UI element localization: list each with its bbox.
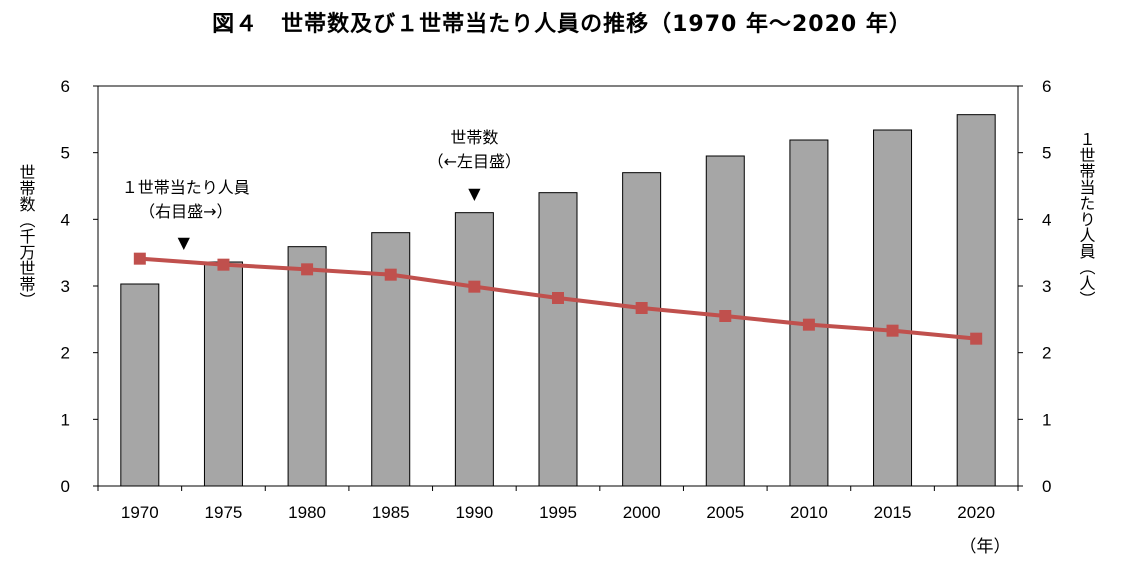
bar xyxy=(956,114,996,487)
line-point xyxy=(635,302,648,314)
x-axis-unit: （年） xyxy=(960,537,1011,556)
x-tick-label: 2020 xyxy=(957,503,995,522)
right-tick-label: 6 xyxy=(1042,77,1051,96)
right-tick-label: 5 xyxy=(1042,144,1051,163)
x-tick-label: 1995 xyxy=(539,503,577,522)
bar xyxy=(287,246,327,487)
right-tick-label: 0 xyxy=(1042,477,1051,496)
bar xyxy=(203,261,243,487)
annotation-bar-label-1: 世帯数 xyxy=(450,128,498,147)
bar xyxy=(120,283,160,487)
x-tick-label: 1980 xyxy=(288,503,326,522)
line-point xyxy=(217,258,230,271)
chart-title: 図４ 世帯数及び１世帯当たり人員の推移（1970 年～2020 年） xyxy=(212,12,912,37)
line-point xyxy=(802,318,815,331)
line-point xyxy=(886,324,899,337)
y-axis-label-left: 世帯数（千万世帯） xyxy=(17,164,36,308)
annotation-bar-marker: ▼ xyxy=(468,184,481,203)
x-tick-label: 1975 xyxy=(205,503,243,522)
line-point xyxy=(468,280,481,293)
right-tick-label: 4 xyxy=(1042,210,1051,229)
x-tick-label: 1985 xyxy=(372,503,410,522)
bar xyxy=(789,139,829,487)
left-tick-label: 4 xyxy=(61,210,70,229)
bar xyxy=(538,192,578,487)
line-point xyxy=(133,252,146,265)
bar xyxy=(622,172,662,487)
line-point xyxy=(719,310,732,322)
left-tick-label: 1 xyxy=(61,410,70,429)
annotation-line-marker: ▼ xyxy=(178,233,191,252)
annotation-bar-label-2: （←左目盛） xyxy=(428,152,521,171)
x-tick-label: 1970 xyxy=(121,503,159,522)
left-tick-label: 3 xyxy=(61,277,70,296)
x-tick-label: 2000 xyxy=(623,503,661,522)
bar xyxy=(454,212,494,487)
bar xyxy=(873,129,913,487)
x-tick-label: 2015 xyxy=(874,503,912,522)
annotation-line-label-1: １世帯当たり人員 xyxy=(122,178,250,197)
y-axis-label-right: １世帯当たり人員（人） xyxy=(1077,131,1096,307)
left-tick-label: 5 xyxy=(61,144,70,163)
line-point xyxy=(970,332,983,345)
x-tick-label: 1990 xyxy=(455,503,493,522)
x-tick-label: 2010 xyxy=(790,503,828,522)
line-point xyxy=(384,268,397,281)
line-point xyxy=(552,292,564,304)
left-tick-label: 2 xyxy=(61,344,70,363)
right-tick-label: 3 xyxy=(1042,277,1051,296)
left-tick-label: 6 xyxy=(61,77,70,96)
left-tick-label: 0 xyxy=(61,477,70,496)
right-tick-label: 2 xyxy=(1042,344,1051,363)
right-tick-label: 1 xyxy=(1042,410,1051,429)
x-tick-label: 2005 xyxy=(706,503,744,522)
annotation-line-label-2: （右目盛→） xyxy=(139,202,232,221)
line-point xyxy=(301,263,314,276)
